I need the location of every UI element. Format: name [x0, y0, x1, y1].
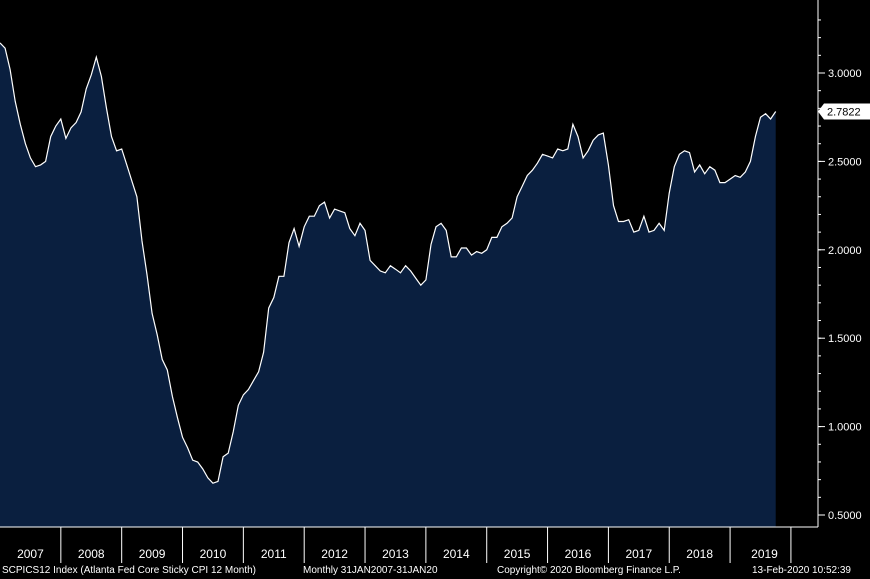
period-label: Monthly 31JAN2007-31JAN20 — [303, 565, 438, 576]
copyright-label: Copyright© 2020 Bloomberg Finance L.P. — [497, 565, 681, 576]
x-tick-label: 2017 — [625, 547, 652, 561]
x-tick-label: 2009 — [139, 547, 166, 561]
x-tick-label: 2007 — [17, 547, 44, 561]
last-value-label: 2.7822 — [827, 107, 861, 119]
y-tick-label: 0.5000 — [828, 510, 862, 522]
x-tick-label: 2015 — [504, 547, 531, 561]
last-value-badge: 2.7822 — [818, 103, 870, 120]
x-tick-label: 2013 — [382, 547, 409, 561]
x-tick-label: 2019 — [751, 547, 778, 561]
y-tick-label: 1.0000 — [828, 422, 862, 434]
footer: SCPICS12 Index (Atlanta Fed Core Sticky … — [0, 564, 870, 579]
y-tick-label: 2.0000 — [828, 245, 862, 257]
x-axis: 2007 2008 2009 2010 2011 2012 2013 2014 2015 2016… — [0, 526, 818, 563]
last-value-marker — [818, 103, 870, 120]
x-tick-label: 2012 — [321, 547, 348, 561]
x-tick-label: 2008 — [78, 547, 105, 561]
plot-area — [0, 42, 777, 528]
timestamp-label: 13-Feb-2020 10:52:39 — [752, 565, 851, 576]
x-tick-label: 2018 — [686, 547, 713, 561]
y-tick-label: 3.0000 — [828, 68, 862, 80]
series-line — [0, 42, 777, 484]
y-tick-label: 2.5000 — [828, 156, 862, 168]
x-tick-label: 2011 — [261, 547, 287, 561]
x-tick-label: 2016 — [565, 547, 592, 561]
y-tick-label: 1.5000 — [828, 333, 862, 345]
series-area — [0, 42, 776, 528]
y-axis: 0.5000 1.0000 1.5000 2.0000 2.5000 3.0000 — [817, 0, 862, 527]
x-tick-label: 2010 — [200, 547, 227, 561]
x-tick-label: 2014 — [443, 547, 470, 561]
series-label: SCPICS12 Index (Atlanta Fed Core Sticky … — [2, 565, 256, 576]
